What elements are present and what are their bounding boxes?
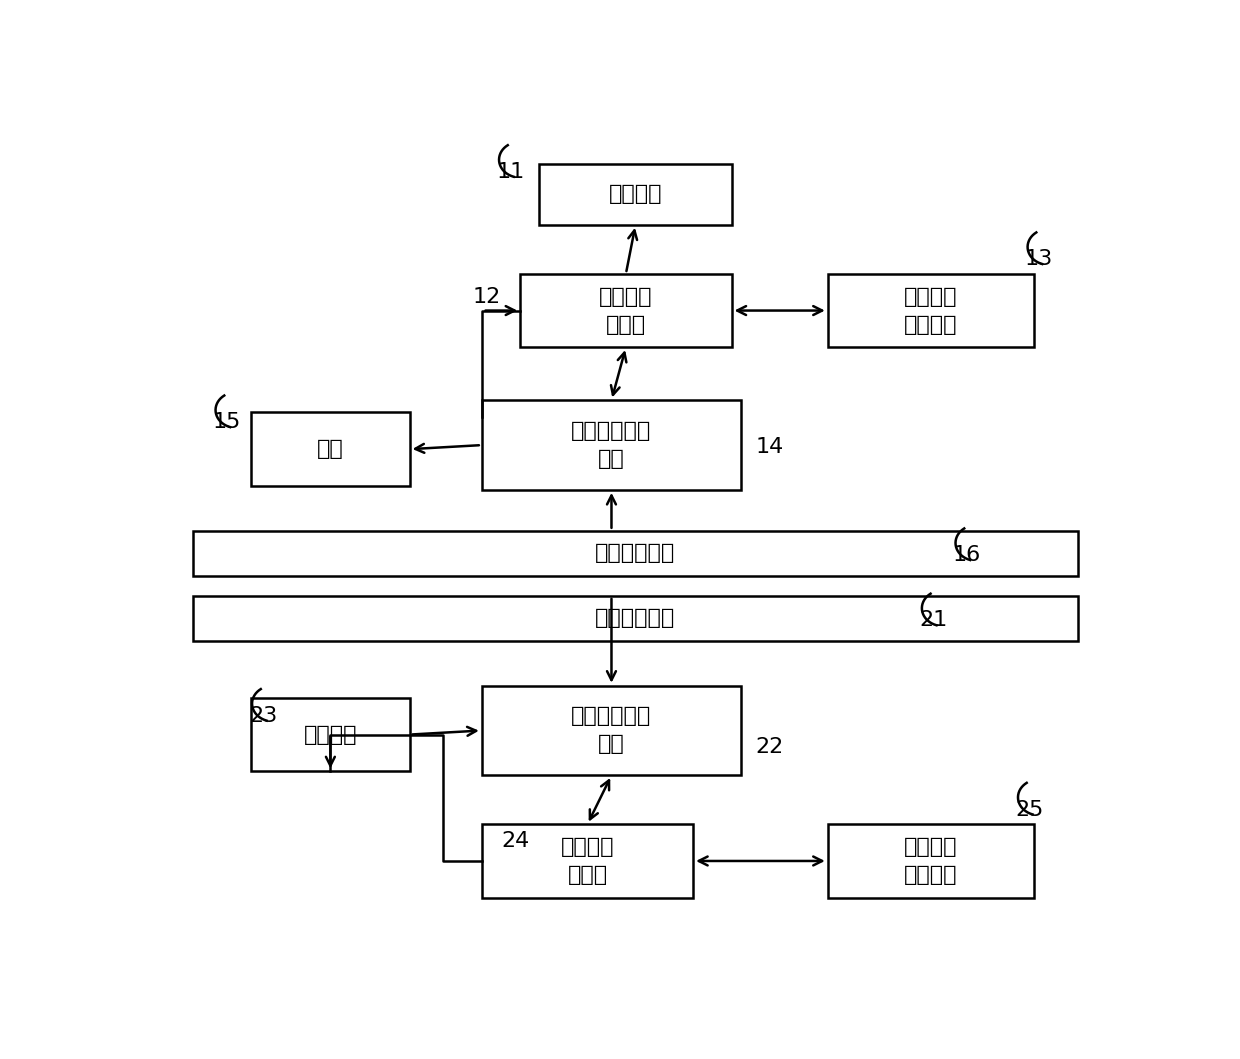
Text: 车载部分
控制器: 车载部分 控制器 bbox=[599, 287, 652, 335]
Bar bbox=[193, 596, 1078, 641]
Text: 地面电能发射
电路: 地面电能发射 电路 bbox=[572, 706, 651, 754]
Text: 驱动模块: 驱动模块 bbox=[304, 724, 357, 744]
Text: 显示模块: 显示模块 bbox=[609, 184, 662, 204]
Bar bbox=[521, 274, 732, 347]
Text: 16: 16 bbox=[952, 545, 981, 566]
Text: 车载无线
通信模块: 车载无线 通信模块 bbox=[904, 287, 957, 335]
Bar bbox=[481, 400, 742, 490]
Bar bbox=[250, 412, 409, 486]
Bar bbox=[481, 685, 742, 775]
Text: 地面无线
通信模块: 地面无线 通信模块 bbox=[904, 837, 957, 885]
Text: 15: 15 bbox=[213, 412, 241, 432]
Text: 车载接收线圈: 车载接收线圈 bbox=[595, 543, 676, 563]
Bar bbox=[828, 274, 1034, 347]
Bar bbox=[539, 164, 732, 225]
Text: 24: 24 bbox=[501, 830, 529, 850]
Text: 25: 25 bbox=[1016, 800, 1044, 820]
Text: 11: 11 bbox=[496, 162, 525, 182]
Text: 车载电能接收
电路: 车载电能接收 电路 bbox=[572, 421, 651, 469]
Bar bbox=[481, 824, 693, 898]
Text: 22: 22 bbox=[755, 737, 784, 757]
Text: 12: 12 bbox=[472, 287, 501, 307]
Text: 地面发射线圈: 地面发射线圈 bbox=[595, 608, 676, 628]
Text: 电池: 电池 bbox=[317, 439, 343, 460]
Text: 23: 23 bbox=[249, 705, 278, 725]
Text: 14: 14 bbox=[755, 436, 784, 456]
Bar bbox=[250, 698, 409, 771]
Bar bbox=[828, 824, 1034, 898]
Text: 21: 21 bbox=[919, 610, 947, 630]
Text: 13: 13 bbox=[1024, 249, 1053, 269]
Text: 地面部分
控制器: 地面部分 控制器 bbox=[560, 837, 614, 885]
Bar bbox=[193, 531, 1078, 576]
